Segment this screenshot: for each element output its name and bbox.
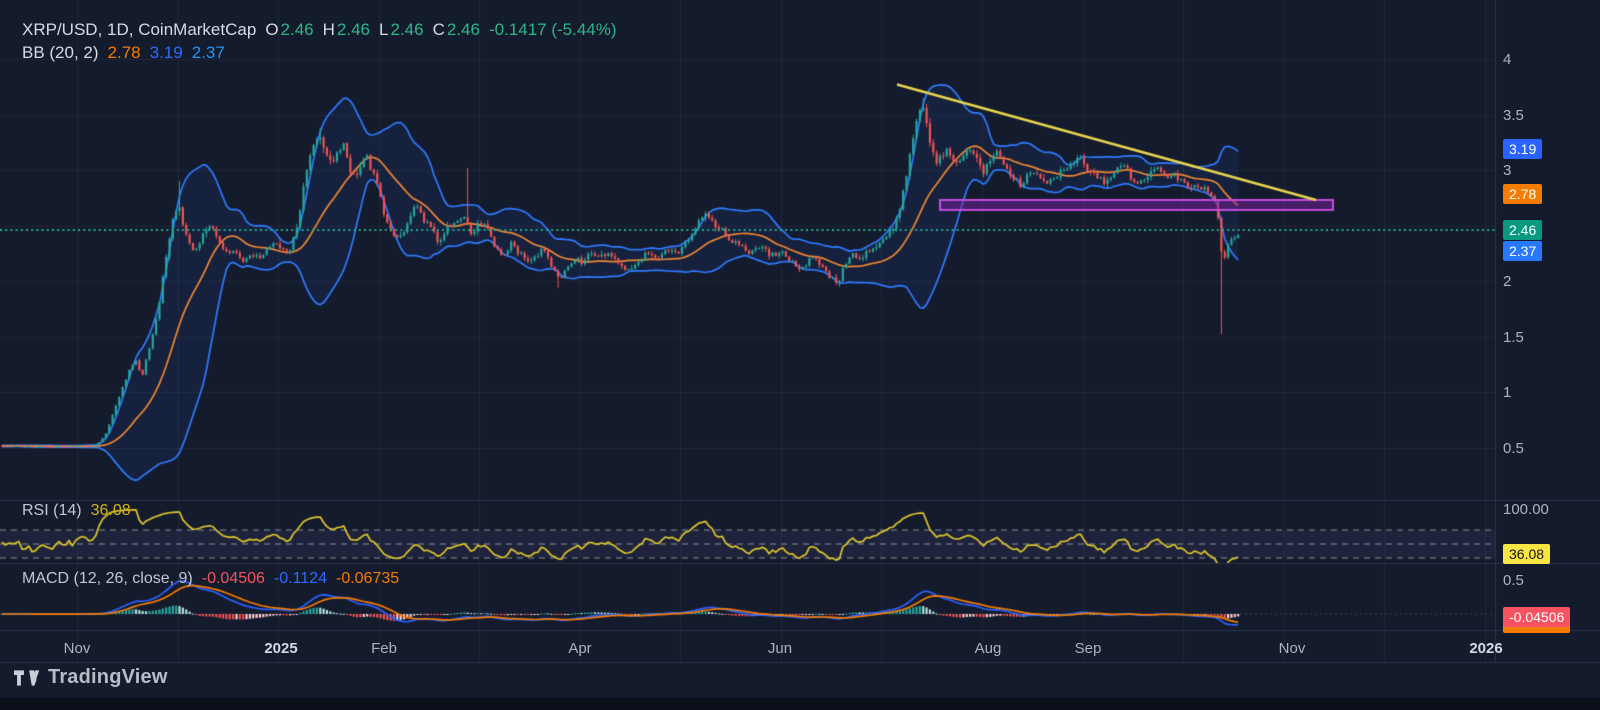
chart-canvas[interactable] (0, 0, 1600, 710)
tradingview-chart: XRP/USD, 1D, CoinMarketCap O 2.46 H 2.46 L… (0, 0, 1600, 710)
